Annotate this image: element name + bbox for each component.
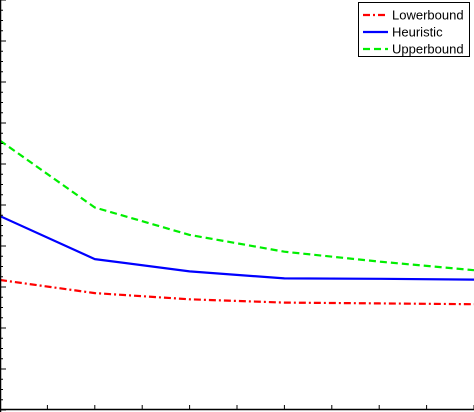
legend: Lowerbound Heuristic Upperbound	[358, 2, 470, 57]
legend-label-heuristic: Heuristic	[392, 25, 443, 40]
series-line-upperbound	[0, 139, 474, 272]
legend-box	[358, 2, 470, 57]
legend-label-upperbound: Upperbound	[392, 42, 464, 57]
series-line-lowerbound	[0, 278, 474, 306]
series-lines	[0, 139, 474, 306]
legend-label-lowerbound: Lowerbound	[392, 8, 464, 23]
series-line-heuristic	[0, 215, 474, 281]
legend-entries: Lowerbound Heuristic Upperbound	[363, 8, 464, 57]
